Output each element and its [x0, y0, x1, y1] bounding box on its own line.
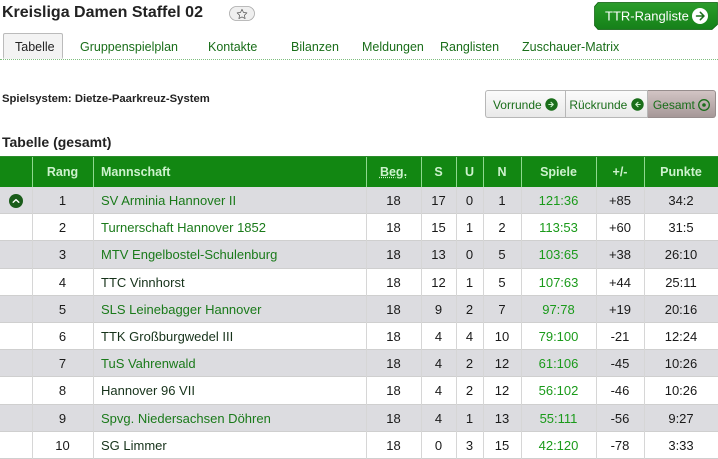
svg-text:TTR-Rangliste: TTR-Rangliste	[605, 9, 689, 24]
